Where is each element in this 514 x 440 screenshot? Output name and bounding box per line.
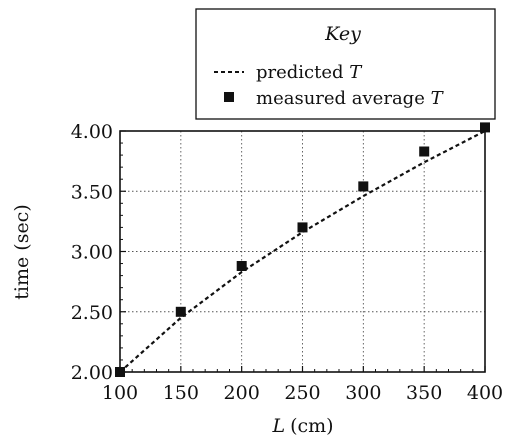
measured-point (358, 181, 369, 192)
x-tick-label: 200 (224, 382, 260, 404)
y-tick-label: 3.50 (71, 181, 113, 203)
x-axis-title-unit: (cm) (290, 415, 333, 437)
legend-item-predicted-var: T (349, 62, 363, 83)
x-tick-label: 100 (102, 382, 138, 404)
x-tick-label: 250 (284, 382, 320, 404)
x-axis-title-var: L (271, 415, 285, 437)
legend-item-predicted-label: predicted (256, 62, 349, 83)
legend-item-measured-label: measured average (256, 88, 431, 109)
measured-point (115, 367, 125, 377)
x-tick-label: 350 (406, 382, 442, 404)
x-tick-label: 400 (467, 382, 503, 404)
measured-point (236, 261, 247, 271)
y-axis-title: time (sec) (11, 204, 33, 299)
legend-title: Key (324, 23, 361, 45)
y-tick-label: 3.00 (71, 242, 113, 264)
x-axis-title: L (cm) (271, 415, 333, 437)
measured-point (297, 222, 308, 233)
measured-point (480, 122, 490, 133)
legend: Key predicted T measured average T (195, 8, 496, 120)
measured-point (175, 306, 186, 317)
measured-point (419, 146, 430, 157)
series-measured (115, 122, 490, 377)
legend-item-measured: measured average T (256, 88, 445, 109)
legend-square-symbol (224, 92, 234, 102)
y-axis: 2.00 2.50 3.00 3.50 4.00 (71, 121, 126, 384)
y-tick-label: 2.00 (71, 362, 113, 384)
legend-item-measured-var: T (431, 88, 445, 109)
x-axis: 100 150 200 250 300 350 400 (102, 366, 503, 404)
legend-item-predicted: predicted T (256, 62, 363, 83)
y-tick-label: 2.50 (71, 302, 113, 324)
x-tick-label: 300 (345, 382, 381, 404)
x-tick-label: 150 (163, 382, 199, 404)
y-tick-label: 4.00 (71, 121, 113, 143)
legend-box (195, 8, 496, 120)
grid (120, 131, 485, 372)
